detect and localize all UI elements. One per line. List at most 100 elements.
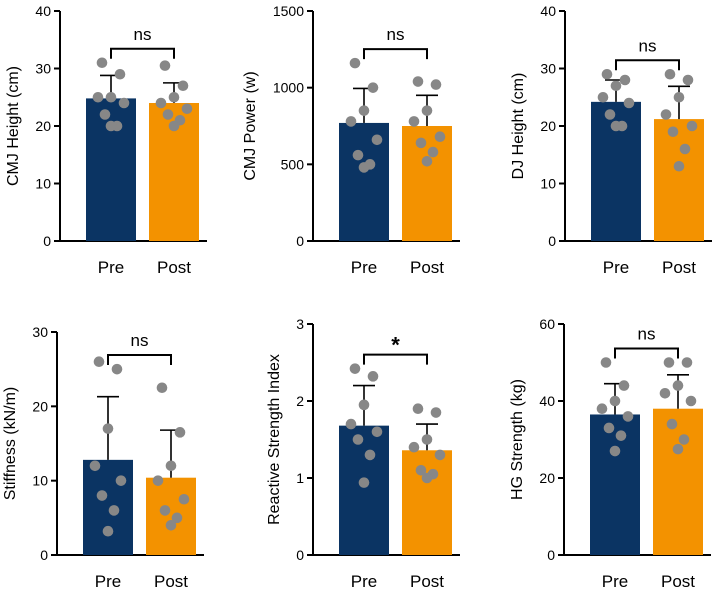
y-tick-label: 2 (296, 393, 304, 409)
y-tick-label: 0 (296, 233, 304, 249)
significance-label: ns (134, 25, 152, 44)
x-tick-label: Pre (98, 258, 124, 277)
x-tick-label: Post (154, 572, 188, 591)
y-tick-label: 30 (32, 324, 48, 340)
significance-bracket (110, 47, 175, 59)
significance-label: ns (638, 325, 656, 344)
data-point (358, 105, 370, 116)
bar-pre (86, 98, 136, 242)
data-point (421, 472, 433, 484)
data-point (102, 423, 114, 434)
bar-post (402, 126, 452, 241)
data-point (99, 109, 111, 120)
data-point (408, 116, 420, 127)
data-point (177, 80, 189, 92)
significance-label: ns (387, 25, 405, 44)
data-point (427, 146, 439, 158)
data-point (171, 512, 183, 524)
y-axis-title: CMJ Power (w) (242, 71, 259, 180)
data-point (421, 155, 433, 167)
data-point (421, 434, 433, 445)
y-tick-label: 1000 (273, 80, 304, 96)
data-point (615, 430, 627, 441)
data-point (358, 162, 370, 173)
significance-bracket (107, 354, 172, 365)
y-tick-label: 60 (539, 316, 555, 332)
data-point (96, 57, 108, 69)
data-point (421, 105, 433, 116)
data-point (604, 109, 616, 120)
data-point (345, 116, 357, 127)
y-tick-label: 10 (540, 176, 556, 192)
y-axis-title: CMJ Height (cm) (5, 66, 22, 186)
data-point (174, 427, 186, 438)
data-point (434, 131, 446, 143)
y-tick-label: 1500 (273, 3, 304, 19)
significance-label: ns (131, 331, 149, 350)
data-point (603, 422, 615, 434)
chart-panel-2: 0 500 1000 1500 CMJ Power (w) Pre Post ns (242, 3, 460, 277)
data-point (162, 109, 174, 120)
chart-panel-6: 0 20 40 60 HG Strength (kg) Pre Post ns (509, 316, 711, 591)
data-point (679, 143, 691, 155)
data-point (610, 80, 622, 92)
significance-label: ns (639, 36, 657, 55)
data-point (159, 505, 171, 516)
y-tick-label: 40 (35, 3, 51, 19)
bar-post (146, 477, 196, 555)
data-point (619, 74, 631, 86)
x-tick-label: Post (410, 258, 444, 277)
data-point (659, 388, 671, 399)
data-point (686, 120, 698, 132)
data-point (358, 399, 370, 411)
data-point (358, 477, 370, 488)
data-point (111, 363, 123, 375)
y-tick-label: 0 (548, 233, 556, 249)
bar-post (653, 408, 703, 555)
data-point (93, 356, 105, 368)
y-tick-label: 20 (539, 470, 555, 486)
data-point (601, 68, 613, 80)
data-point (412, 76, 424, 87)
y-tick-label: 20 (35, 118, 51, 134)
data-point (673, 160, 685, 172)
significance-bracket (615, 59, 680, 71)
data-point (663, 357, 675, 368)
x-tick-label: Pre (95, 572, 121, 591)
data-point (672, 443, 684, 455)
y-tick-label: 10 (32, 473, 48, 489)
data-point (152, 475, 164, 486)
x-tick-label: Pre (351, 258, 377, 277)
data-point (102, 525, 114, 537)
data-point (609, 445, 621, 457)
data-point (622, 411, 634, 422)
y-axis-title: HG Strength (kg) (509, 379, 526, 500)
y-tick-label: 30 (35, 61, 51, 77)
y-tick-label: 40 (540, 3, 556, 19)
data-point (682, 74, 694, 86)
data-point (364, 449, 376, 461)
data-point (168, 120, 180, 132)
bar-post (402, 450, 452, 555)
chart-panel-3: 0 10 20 30 40 DJ Height (cm) Pre Post ns (510, 3, 712, 277)
x-tick-label: Post (410, 572, 444, 591)
bar-pre (339, 425, 389, 555)
data-point (681, 357, 693, 368)
data-point (618, 380, 630, 391)
data-point (623, 97, 635, 109)
x-tick-label: Post (157, 258, 191, 277)
data-point (678, 434, 690, 445)
data-point (415, 465, 427, 476)
data-point (352, 434, 364, 445)
data-point (371, 426, 383, 438)
y-tick-label: 0 (296, 547, 304, 563)
data-point (672, 380, 684, 391)
data-point (165, 460, 177, 472)
data-point (609, 395, 621, 407)
chart-panel-4: 0 10 20 30 Stiffness (kN/m) Pre Post ns (2, 324, 204, 591)
data-point (430, 79, 442, 90)
data-point (600, 357, 612, 368)
bar-post (654, 119, 704, 241)
data-point (349, 57, 361, 69)
